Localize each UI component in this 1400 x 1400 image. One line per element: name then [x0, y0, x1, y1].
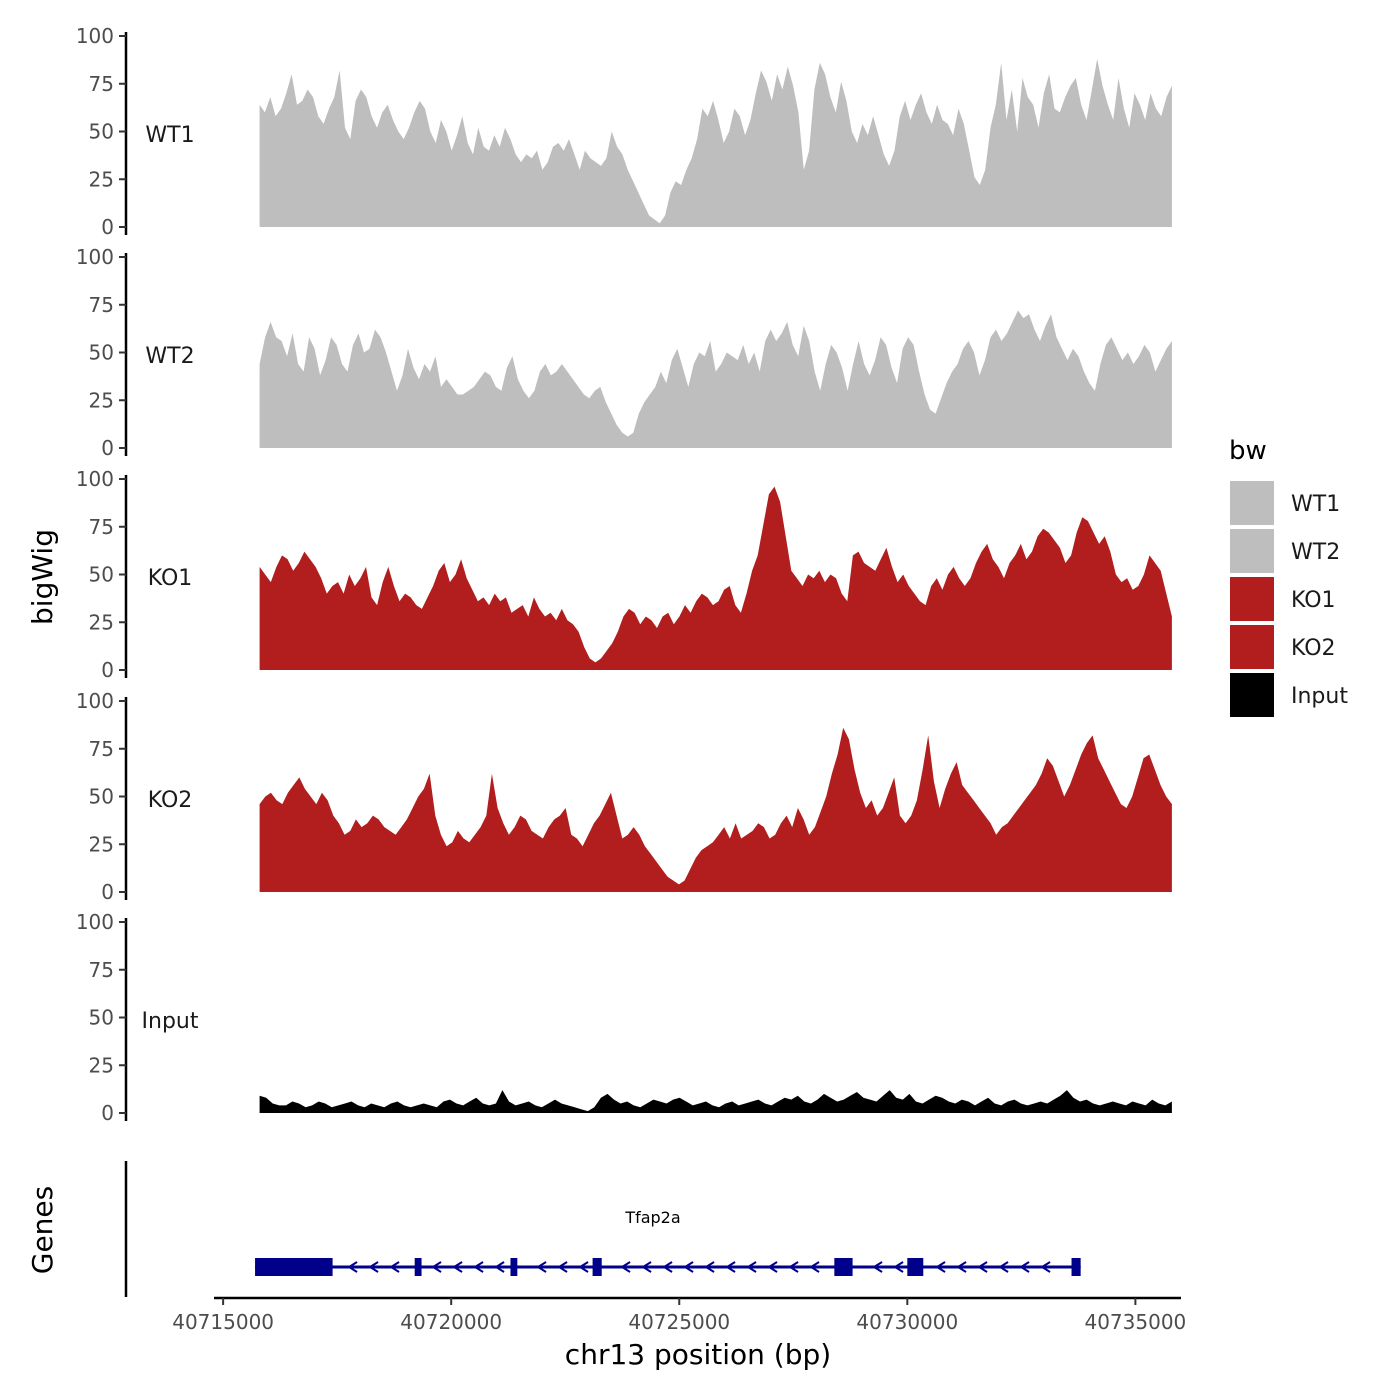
strand-chevron — [389, 1261, 400, 1273]
strand-chevron — [998, 1261, 1009, 1273]
x-tick-label: 40730000 — [856, 1310, 958, 1334]
gene-exon — [510, 1258, 518, 1276]
x-tick-label: 40725000 — [628, 1310, 730, 1334]
area-ko1 — [259, 486, 1172, 670]
y-tick-label: 50 — [89, 1006, 114, 1030]
strand-chevron — [473, 1261, 484, 1273]
axes-layer: 0 25 50 75 100 0 25 50 75 100 0 25 50 75 100 0 25 50 75 100… — [76, 24, 128, 1297]
y-tick-label: 75 — [89, 515, 114, 539]
y-tick-label: 50 — [89, 563, 114, 587]
y-tick-label: 0 — [101, 658, 114, 682]
y-tick-label: 100 — [76, 910, 114, 934]
strand-chevron — [788, 1261, 799, 1273]
y-tick-label: 50 — [89, 120, 114, 144]
y-tick-label: 50 — [89, 785, 114, 809]
x-tick-label: 40715000 — [172, 1310, 274, 1334]
legend-title: bw — [1229, 436, 1267, 466]
y-tick-label: 25 — [89, 167, 114, 191]
strand-chevron — [431, 1261, 442, 1273]
strand-chevron — [662, 1261, 673, 1273]
x-axis-title: chr13 position (bp) — [565, 1338, 831, 1371]
strand-chevron — [956, 1261, 967, 1273]
y-tick-label: 0 — [101, 436, 114, 460]
gene-exon — [592, 1258, 602, 1276]
y-tick-label: 75 — [89, 72, 114, 96]
area-input — [259, 1090, 1172, 1113]
track-label-wt2: WT2 — [145, 344, 194, 369]
track-label-wt1: WT1 — [145, 123, 194, 148]
legend-key-wt1 — [1228, 479, 1276, 527]
strand-chevron — [977, 1261, 988, 1273]
track-label-ko1: KO1 — [148, 566, 193, 591]
strand-chevron — [809, 1261, 820, 1273]
strand-chevron — [578, 1261, 589, 1273]
y-tick-label: 25 — [89, 832, 114, 856]
legend-label-ko1: KO1 — [1291, 588, 1336, 613]
y-tick-label: 25 — [89, 388, 114, 412]
y-tick-label: 100 — [76, 245, 114, 269]
legend-key-input — [1228, 671, 1276, 719]
strand-chevron — [1040, 1261, 1051, 1273]
legend-label-wt1: WT1 — [1291, 492, 1340, 517]
strand-chevron — [935, 1261, 946, 1273]
gene-exon — [414, 1258, 422, 1276]
track-label-ko2: KO2 — [148, 788, 193, 813]
x-axis: 40715000 40720000 40725000 40730000 40735000 — [172, 1296, 1186, 1334]
gene-exon — [834, 1258, 853, 1276]
strand-chevron — [893, 1261, 904, 1273]
y-tick-label: 100 — [76, 24, 114, 48]
y-tick-label: 25 — [89, 1053, 114, 1077]
strand-chevron — [683, 1261, 694, 1273]
strand-chevron — [1019, 1261, 1030, 1273]
y-tick-label: 0 — [101, 1101, 114, 1125]
y-axis-title: bigWig — [26, 529, 59, 625]
gene-exon — [255, 1258, 333, 1276]
gene-exon — [1071, 1258, 1081, 1276]
tracks-layer: WT1 WT2 KO1 KO2 Input — [142, 58, 1172, 1113]
strand-chevron — [620, 1261, 631, 1273]
gene-layer — [255, 1258, 1081, 1276]
area-ko2 — [259, 727, 1172, 892]
y-tick-label: 75 — [89, 958, 114, 982]
gene-name-label: Tfap2a — [624, 1208, 680, 1227]
gene-exon — [907, 1258, 924, 1276]
strand-chevron — [368, 1261, 379, 1273]
area-wt1 — [259, 58, 1172, 228]
strand-chevron — [641, 1261, 652, 1273]
y-tick-label: 75 — [89, 737, 114, 761]
y-tick-label: 25 — [89, 610, 114, 634]
strand-chevron — [536, 1261, 547, 1273]
legend-label-ko2: KO2 — [1291, 636, 1336, 661]
y-tick-label: 75 — [89, 293, 114, 317]
legend: WT1 WT2 KO1 KO2 Input — [1228, 479, 1348, 719]
y-tick-label: 0 — [101, 215, 114, 239]
y-tick-label: 0 — [101, 880, 114, 904]
legend-key-wt2 — [1228, 527, 1276, 575]
strand-chevron — [872, 1261, 883, 1273]
x-tick-label: 40720000 — [400, 1310, 502, 1334]
strand-chevron — [725, 1261, 736, 1273]
y-tick-label: 100 — [76, 689, 114, 713]
legend-key-ko2 — [1228, 623, 1276, 671]
strand-chevron — [347, 1261, 358, 1273]
strand-chevron — [557, 1261, 568, 1273]
legend-label-wt2: WT2 — [1291, 540, 1340, 565]
genes-axis-title: Genes — [26, 1186, 59, 1274]
x-tick-label: 40735000 — [1084, 1310, 1186, 1334]
legend-key-ko1 — [1228, 575, 1276, 623]
strand-chevron — [704, 1261, 715, 1273]
y-tick-label: 50 — [89, 341, 114, 365]
area-wt2 — [259, 310, 1172, 448]
strand-chevron — [494, 1261, 505, 1273]
strand-chevron — [767, 1261, 778, 1273]
legend-label-input: Input — [1291, 684, 1348, 709]
track-label-input: Input — [142, 1009, 199, 1034]
strand-chevron — [746, 1261, 757, 1273]
y-tick-label: 100 — [76, 467, 114, 491]
strand-chevron — [452, 1261, 463, 1273]
